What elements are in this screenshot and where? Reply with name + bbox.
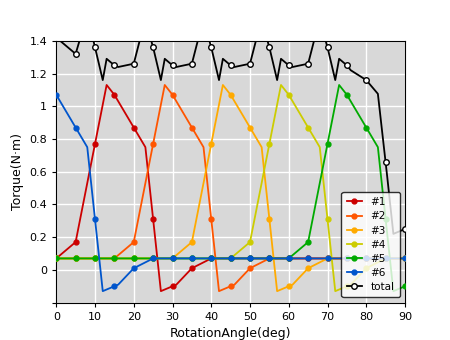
Y-axis label: Torque(N·m): Torque(N·m): [11, 133, 24, 210]
#6: [346, 256, 352, 260]
#4: [198, 256, 203, 260]
#4: [54, 256, 59, 260]
total: [346, 66, 352, 70]
#6: [70, 120, 75, 124]
total: [402, 227, 408, 231]
#5: [289, 254, 295, 258]
#2: [105, 256, 110, 260]
total: [105, 58, 111, 62]
Line: #4: #4: [54, 83, 407, 293]
#3: [244, 120, 250, 124]
#1: [199, 261, 205, 265]
Line: #2: #2: [54, 83, 407, 293]
#4: [243, 243, 249, 248]
#5: [337, 83, 342, 87]
total: [54, 35, 59, 39]
#3: [70, 256, 75, 260]
#2: [347, 256, 353, 260]
#5: [391, 289, 396, 293]
#6: [402, 256, 408, 260]
#1: [104, 83, 109, 87]
#1: [105, 85, 111, 89]
#3: [220, 83, 225, 87]
#4: [347, 283, 353, 287]
#6: [100, 289, 105, 293]
#4: [333, 289, 338, 293]
#3: [198, 197, 203, 201]
#5: [243, 256, 249, 260]
total: [198, 26, 204, 30]
#5: [105, 256, 110, 260]
#3: [54, 256, 59, 260]
Line: #1: #1: [54, 83, 407, 293]
#1: [347, 256, 353, 260]
#5: [198, 256, 203, 260]
Line: #6: #6: [54, 92, 407, 293]
#6: [290, 256, 295, 260]
total: [244, 62, 250, 66]
total: [85, 13, 90, 17]
#2: [70, 256, 75, 260]
#3: [105, 256, 110, 260]
#1: [54, 256, 59, 260]
#2: [54, 256, 59, 260]
#2: [162, 83, 167, 87]
#4: [402, 256, 408, 260]
#5: [54, 256, 59, 260]
#3: [347, 256, 353, 260]
Legend: #1, #2, #3, #4, #5, #6, total: #1, #2, #3, #4, #5, #6, total: [342, 192, 400, 298]
#2: [216, 289, 222, 293]
Line: #3: #3: [54, 83, 407, 293]
#4: [105, 256, 110, 260]
#6: [54, 93, 59, 97]
#5: [346, 97, 352, 101]
#2: [291, 256, 296, 260]
#5: [70, 256, 75, 260]
#4: [278, 83, 284, 87]
#4: [70, 256, 75, 260]
Line: #5: #5: [54, 83, 407, 293]
#1: [402, 256, 408, 260]
#2: [245, 269, 250, 273]
#1: [70, 243, 75, 247]
#1: [245, 256, 250, 260]
#1: [291, 256, 296, 260]
X-axis label: RotationAngle(deg): RotationAngle(deg): [170, 327, 292, 340]
#6: [198, 256, 204, 260]
#6: [244, 256, 250, 260]
Line: total: total: [54, 12, 408, 237]
#1: [158, 289, 164, 293]
#5: [402, 284, 408, 288]
#2: [402, 256, 408, 260]
#3: [274, 289, 280, 293]
total: [391, 232, 396, 236]
#2: [198, 141, 204, 145]
#3: [291, 282, 296, 286]
total: [70, 49, 75, 53]
#3: [402, 256, 408, 260]
total: [290, 65, 295, 69]
#6: [105, 287, 111, 291]
#4: [290, 99, 295, 103]
